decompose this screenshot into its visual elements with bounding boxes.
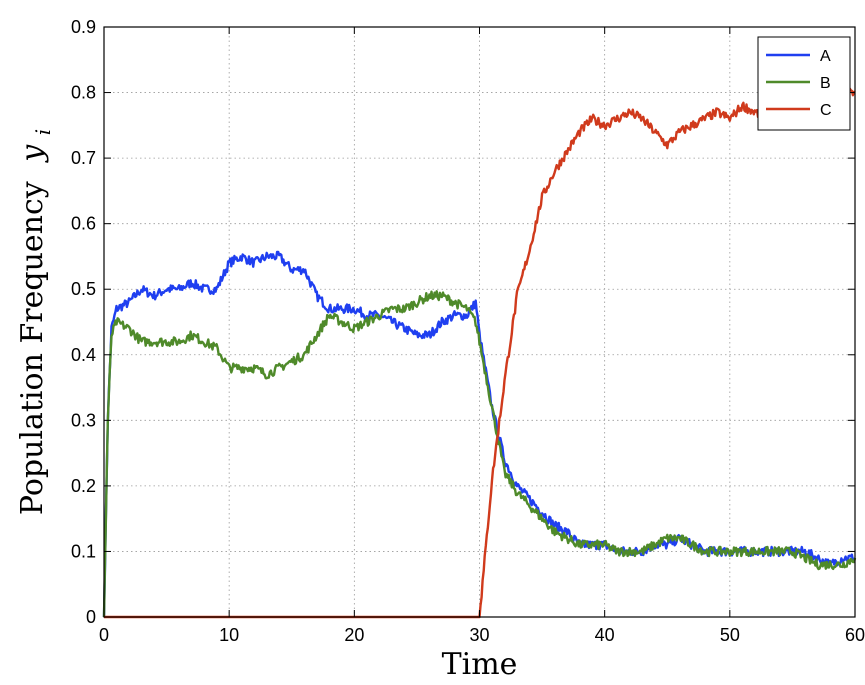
y-tick-label: 0 — [86, 607, 96, 627]
y-tick-label: 0.4 — [71, 345, 96, 365]
legend: ABC — [757, 36, 851, 131]
grid-lines — [104, 27, 855, 617]
y-axis-title: Population Frequency y i — [15, 129, 55, 515]
y-axis-title-text: Population Frequency — [15, 181, 50, 515]
plot-frame — [103, 26, 856, 618]
x-tick-label: 40 — [595, 625, 615, 645]
x-axis-title: Time — [442, 647, 518, 680]
y-tick-label: 0.6 — [71, 214, 96, 234]
y-tick-label: 0.5 — [71, 279, 96, 299]
series-line-B — [102, 290, 857, 618]
y-tick-label: 0.8 — [71, 83, 96, 103]
y-tick-label: 0.2 — [71, 476, 96, 496]
legend-label-B: B — [820, 75, 831, 92]
axis-ticks: 0 10 20 30 40 50 60 0 0.1 0.2 0.3 0.4 0.5 0.6 0.7 0.8 0.… — [71, 17, 865, 645]
y-tick-label: 0.7 — [71, 148, 96, 168]
x-tick-label: 0 — [99, 625, 109, 645]
y-tick-label: 0.3 — [71, 410, 96, 430]
y-tick-label: 0.1 — [71, 541, 96, 561]
x-tick-label: 10 — [219, 625, 239, 645]
x-tick-label: 30 — [469, 625, 489, 645]
y-axis-title-symbol: y — [15, 144, 50, 164]
x-tick-label: 50 — [720, 625, 740, 645]
x-tick-label: 60 — [845, 625, 865, 645]
x-tick-label: 20 — [344, 625, 364, 645]
legend-label-C: C — [820, 102, 832, 119]
legend-label-A: A — [820, 48, 831, 65]
y-tick-label: 0.9 — [71, 17, 96, 37]
y-axis-title-subscript: i — [31, 129, 55, 135]
legend-box — [757, 36, 851, 131]
